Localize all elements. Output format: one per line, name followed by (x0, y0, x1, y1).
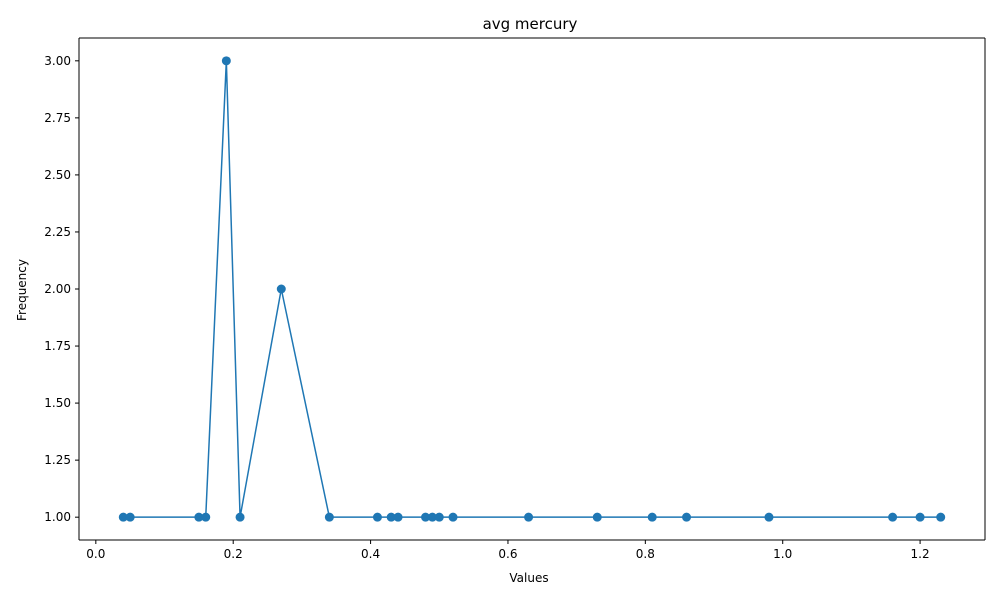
data-point (118, 512, 128, 522)
data-point (915, 512, 925, 522)
data-point (421, 512, 431, 522)
data-point (647, 512, 657, 522)
x-tick-label: 0.8 (636, 547, 655, 561)
data-point (125, 512, 135, 522)
data-point (276, 284, 286, 294)
data-point (764, 512, 774, 522)
x-tick-label: 0.2 (224, 547, 243, 561)
data-point (936, 512, 946, 522)
data-point (235, 512, 245, 522)
x-tick-label: 1.0 (773, 547, 792, 561)
data-point (393, 512, 403, 522)
y-tick-label: 3.00 (44, 54, 71, 68)
data-point (427, 512, 437, 522)
data-point (592, 512, 602, 522)
data-point (324, 512, 334, 522)
data-point (448, 512, 458, 522)
plot-area (79, 38, 985, 540)
y-tick-label: 2.25 (44, 225, 71, 239)
y-tick-label: 1.25 (44, 453, 71, 467)
y-tick-label: 2.50 (44, 168, 71, 182)
data-point (434, 512, 444, 522)
x-tick-label: 0.0 (86, 547, 105, 561)
y-tick-label: 1.50 (44, 396, 71, 410)
x-tick-label: 0.6 (498, 547, 517, 561)
y-tick-label: 1.00 (44, 510, 71, 524)
y-tick-label: 1.75 (44, 339, 71, 353)
y-axis-label: Frequency (15, 259, 29, 321)
y-tick-label: 2.75 (44, 111, 71, 125)
data-point (524, 512, 534, 522)
axes: 0.0 0.2 0.4 0.6 0.8 1.0 1.2 1.00 1.25 1.50 1.75 2.0… (44, 37, 986, 561)
data-point (194, 512, 204, 522)
data-point (372, 512, 382, 522)
data-point (888, 512, 898, 522)
plot-background (79, 38, 985, 540)
x-axis-label: Values (509, 571, 548, 585)
data-point (221, 56, 231, 66)
data-point (386, 512, 396, 522)
chart-title: avg mercury (483, 15, 578, 33)
x-tick-label: 0.4 (361, 547, 380, 561)
data-point (201, 512, 211, 522)
x-tick-label: 1.2 (911, 547, 930, 561)
y-tick-label: 2.00 (44, 282, 71, 296)
data-point (682, 512, 692, 522)
